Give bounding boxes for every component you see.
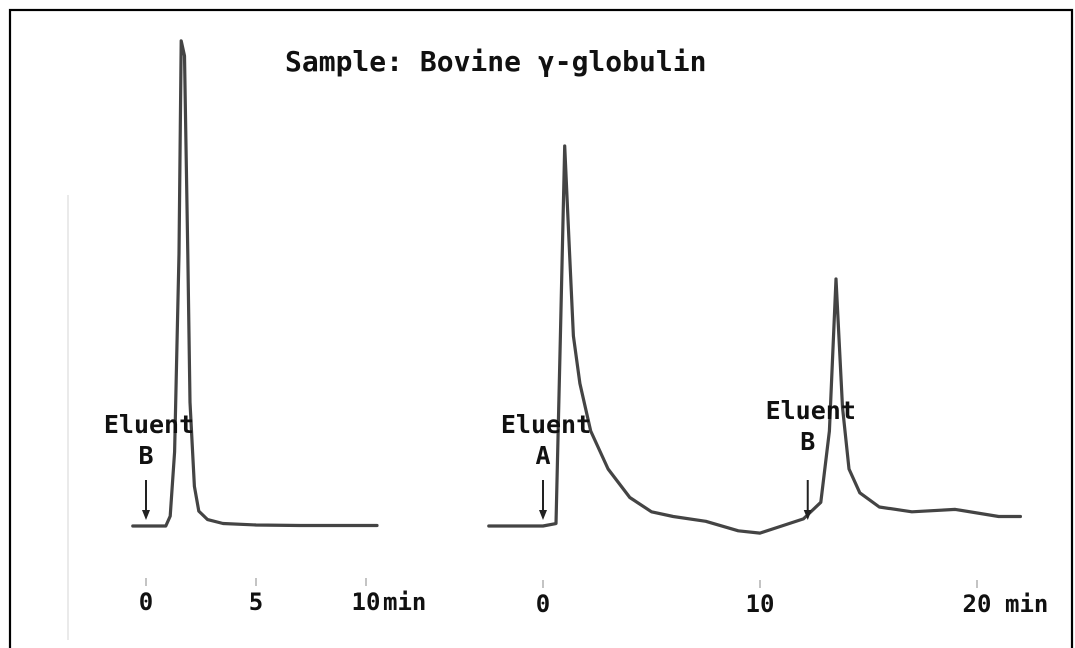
eluent-label: Eluent <box>104 410 194 439</box>
x-tick-label: 10 <box>746 590 775 618</box>
x-tick-label: 5 <box>249 588 263 616</box>
eluent-letter: B <box>800 427 815 456</box>
eluent-label: Eluent <box>501 410 591 439</box>
x-tick-label: 0 <box>536 590 550 618</box>
x-tick-label: 10 <box>352 588 381 616</box>
eluent-label: Eluent <box>766 396 856 425</box>
x-tick-label: 0 <box>139 588 153 616</box>
eluent-arrowhead <box>803 510 812 520</box>
chromatogram-trace-left <box>131 39 379 528</box>
eluent-letter: A <box>535 441 550 470</box>
eluent-arrowhead <box>539 510 547 520</box>
x-tick-label: 20 <box>963 590 992 618</box>
chart-title: Sample: Bovine γ-globulin <box>285 45 706 78</box>
x-unit-label: min <box>1005 590 1048 618</box>
figure-frame <box>8 8 1074 648</box>
x-unit-label: min <box>383 588 426 616</box>
chromatogram-trace-right <box>487 144 1022 535</box>
eluent-letter: B <box>138 441 153 470</box>
eluent-arrowhead <box>142 510 150 520</box>
